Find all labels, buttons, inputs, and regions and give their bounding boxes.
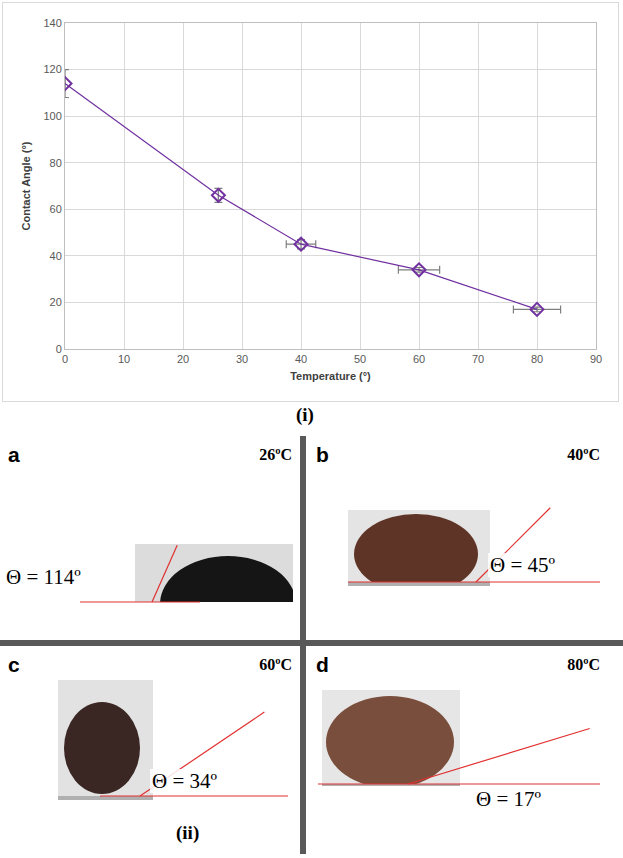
svg-text:80: 80	[50, 157, 62, 169]
svg-text:30: 30	[236, 353, 248, 365]
svg-text:0: 0	[62, 353, 68, 365]
svg-text:10: 10	[118, 353, 130, 365]
svg-text:80ºC: 80ºC	[567, 656, 600, 673]
svg-text:Contact Angle (°): Contact Angle (°)	[20, 141, 32, 230]
svg-text:c: c	[8, 653, 20, 676]
svg-text:20: 20	[50, 296, 62, 308]
svg-text:b: b	[316, 443, 329, 466]
svg-text:Θ = 34º: Θ = 34º	[152, 769, 218, 793]
svg-text:d: d	[316, 653, 329, 676]
svg-text:80: 80	[531, 353, 543, 365]
svg-text:90: 90	[590, 353, 602, 365]
svg-text:60ºC: 60ºC	[259, 656, 292, 673]
svg-text:a: a	[8, 443, 20, 466]
svg-text:50: 50	[354, 353, 366, 365]
html-text:(ii): (ii)	[176, 822, 200, 843]
svg-text:70: 70	[472, 353, 484, 365]
svg-text:Θ = 114º: Θ = 114º	[6, 565, 81, 589]
html-text:(i): (i)	[296, 404, 314, 425]
svg-text:100: 100	[43, 110, 61, 122]
svg-text:Temperature (°): Temperature (°)	[290, 370, 371, 382]
svg-text:60: 60	[50, 203, 62, 215]
svg-text:0: 0	[56, 343, 62, 355]
svg-text:40: 40	[50, 250, 62, 262]
svg-text:26ºC: 26ºC	[259, 446, 292, 463]
svg-text:40: 40	[295, 353, 307, 365]
svg-text:120: 120	[43, 63, 61, 75]
svg-text:60: 60	[413, 353, 425, 365]
svg-text:Θ = 17º: Θ = 17º	[476, 787, 542, 811]
svg-text:20: 20	[177, 353, 189, 365]
svg-text:40ºC: 40ºC	[567, 446, 600, 463]
svg-text:140: 140	[43, 17, 61, 29]
svg-text:Θ = 45º: Θ = 45º	[490, 553, 556, 577]
